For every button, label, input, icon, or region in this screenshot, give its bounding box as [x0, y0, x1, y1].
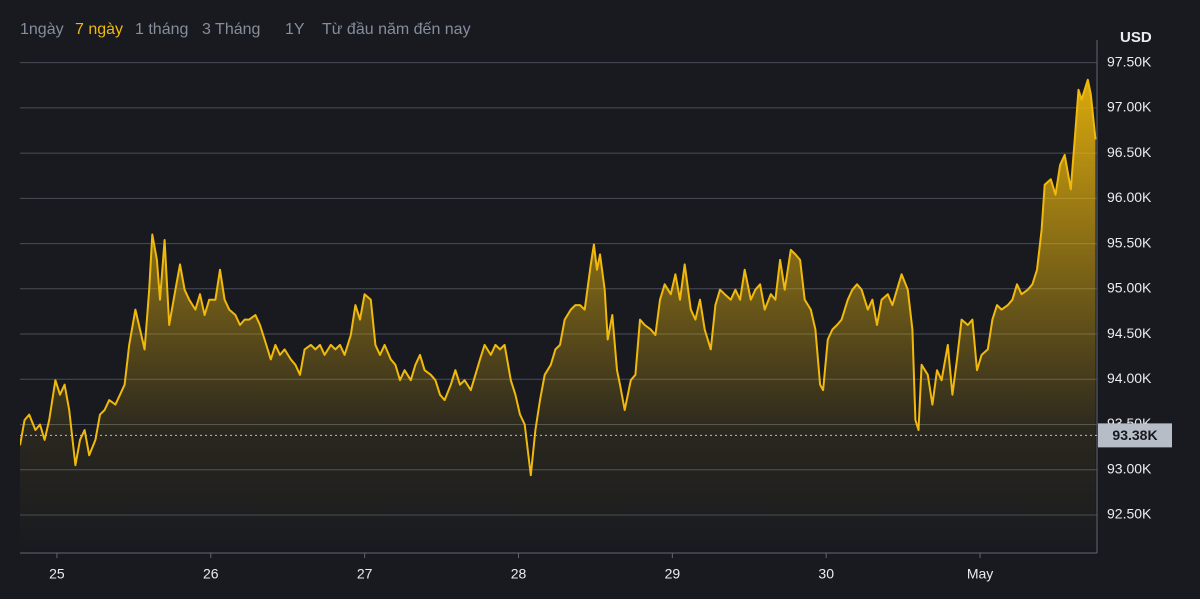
x-tick-label: 25 — [49, 566, 65, 582]
y-tick-label: 93.00K — [1107, 460, 1152, 476]
range-button[interactable]: 1Y — [285, 21, 305, 38]
price-tag-label: 93.38K — [1112, 427, 1157, 443]
y-tick-label: 96.00K — [1107, 189, 1152, 205]
price-tag — [1098, 423, 1172, 448]
range-button[interactable]: 7 ngày — [75, 21, 123, 38]
range-button[interactable]: 1 tháng — [135, 21, 188, 38]
y-tick-label: 94.00K — [1107, 370, 1152, 386]
x-tick-label: 29 — [665, 566, 681, 582]
x-tick-label: May — [967, 566, 993, 582]
area-fill — [20, 79, 1096, 553]
range-button[interactable]: 1ngày — [20, 21, 64, 38]
range-selector: 1ngày 7 ngày 1 tháng 3 Tháng 1Y Từ đầu năm đế… — [20, 21, 471, 38]
x-tick-label: 26 — [203, 566, 219, 582]
x-tick-label: 30 — [818, 566, 834, 582]
y-tick-label: 92.50K — [1107, 506, 1152, 522]
y-tick-label: 97.00K — [1107, 99, 1152, 115]
y-tick-label: 96.50K — [1107, 144, 1152, 160]
y-tick-label: 95.50K — [1107, 234, 1152, 250]
x-tick-label: 28 — [511, 566, 527, 582]
x-tick-label: 27 — [357, 566, 373, 582]
range-button[interactable]: Từ đầu năm đến nay — [322, 21, 471, 38]
y-tick-label: 94.50K — [1107, 325, 1152, 341]
price-line — [20, 78, 1097, 477]
range-button[interactable]: 3 Tháng — [202, 21, 260, 38]
y-axis-label: USD — [1120, 29, 1152, 46]
y-tick-label: 97.50K — [1107, 53, 1152, 69]
y-tick-label: 95.00K — [1107, 280, 1152, 296]
